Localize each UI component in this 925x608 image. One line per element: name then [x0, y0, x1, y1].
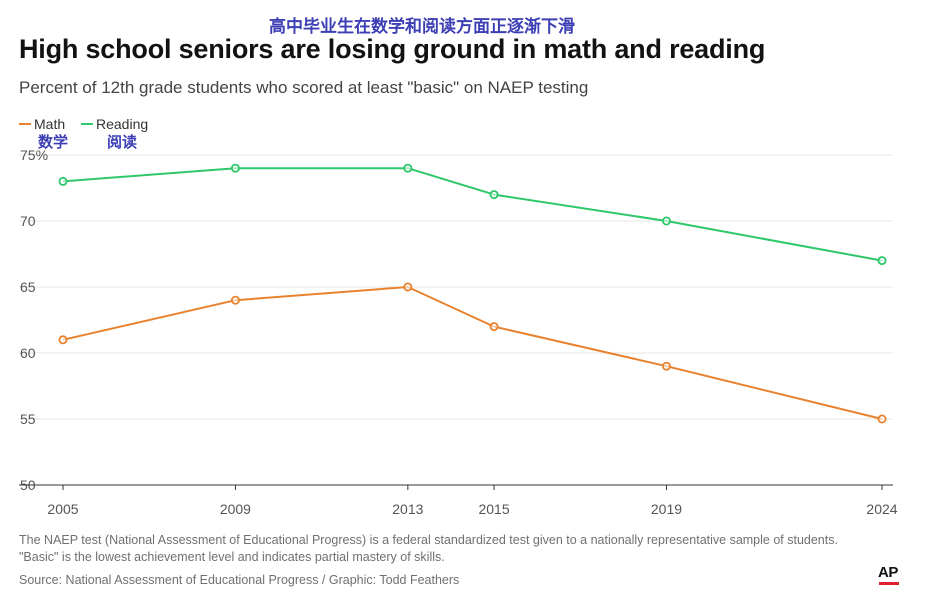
x-tick-label: 2024 [866, 501, 897, 517]
y-tick-label: 75% [20, 147, 48, 163]
x-tick-label: 2013 [392, 501, 423, 517]
data-point-math [58, 335, 68, 345]
data-point-reading [58, 176, 68, 186]
data-point-reading [661, 216, 671, 226]
data-point-reading [877, 256, 887, 266]
series-line-reading [62, 167, 883, 262]
chart-title: High school seniors are losing ground in… [19, 34, 766, 64]
data-point-math [230, 295, 240, 305]
y-tick-label: 60 [20, 345, 36, 361]
legend-label-math: Math [34, 116, 66, 132]
legend-cn-reading: 阅读 [107, 133, 138, 151]
y-tick-label: 55 [20, 411, 36, 427]
data-point-math [877, 414, 887, 424]
series-line-math [62, 286, 883, 420]
chinese-title-annotation: 高中毕业生在数学和阅读方面正逐渐下滑 [269, 17, 575, 37]
chart-subtitle: Percent of 12th grade students who score… [19, 78, 589, 97]
data-point-reading [489, 190, 499, 200]
y-tick-label: 70 [20, 213, 36, 229]
data-point-math [661, 361, 671, 371]
x-tick-label: 2009 [220, 501, 251, 517]
source-line: Source: National Assessment of Education… [19, 573, 460, 587]
data-point-reading [403, 163, 413, 173]
ap-logo: AP [878, 564, 898, 581]
x-tick-label: 2019 [651, 501, 682, 517]
ap-logo-bar [879, 582, 899, 585]
y-tick-label: 65 [20, 279, 36, 295]
legend-item-math: Math [19, 116, 65, 132]
data-point-math [403, 282, 413, 292]
legend-swatch-math [19, 123, 31, 125]
legend-label-reading: Reading [96, 116, 149, 132]
legend-swatch-reading [81, 123, 93, 125]
x-tick-label: 2005 [47, 501, 78, 517]
data-point-reading [230, 163, 240, 173]
legend-item-reading: Reading [81, 116, 148, 132]
legend-cn-math: 数学 [38, 133, 69, 151]
x-tick-label: 2015 [478, 501, 509, 517]
footnote: The NAEP test (National Assessment of Ed… [19, 533, 838, 564]
data-point-math [489, 322, 499, 332]
